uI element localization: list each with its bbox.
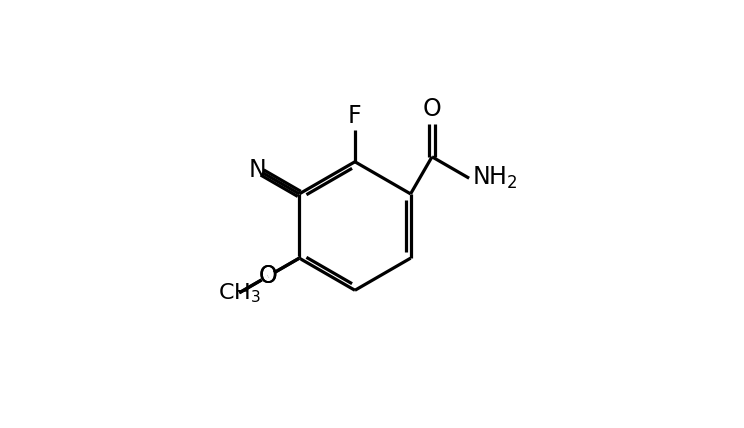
Text: O: O [258,264,278,288]
Text: O: O [423,97,441,121]
Text: O: O [258,264,278,288]
Text: F: F [348,104,362,128]
Text: CH$_3$: CH$_3$ [218,281,261,305]
Text: NH$_2$: NH$_2$ [472,165,517,191]
Text: N: N [248,158,266,181]
